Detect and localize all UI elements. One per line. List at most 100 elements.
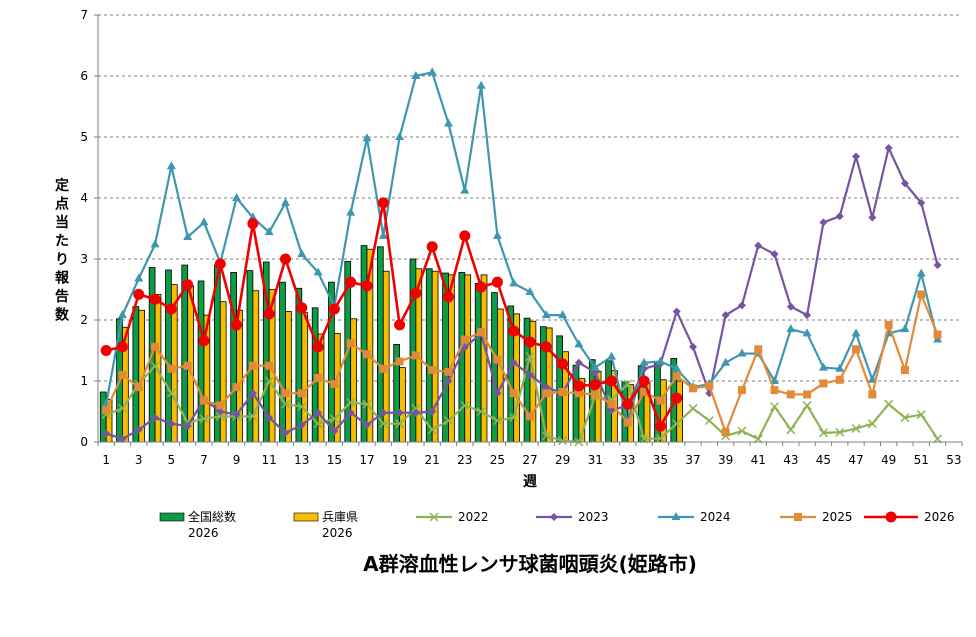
point-s2026-week-23 xyxy=(459,230,471,242)
point-s2023-week-32 xyxy=(607,406,616,415)
point-s2025-week-27 xyxy=(526,412,534,421)
point-s2025-week-50 xyxy=(900,366,909,375)
point-s2024-week-17 xyxy=(362,133,372,142)
x-tick-label: 1 xyxy=(102,453,110,467)
point-s2022-week-44 xyxy=(802,400,812,410)
y-tick-label: 5 xyxy=(80,130,88,144)
point-s2026-week-10 xyxy=(247,218,259,230)
point-s2025-week-37 xyxy=(689,384,698,393)
series-s2026 xyxy=(100,197,683,432)
y-tick-label: 1 xyxy=(80,374,88,388)
point-s2023-week-30 xyxy=(574,358,583,367)
point-s2025-week-2 xyxy=(118,370,127,379)
point-s2025-week-48 xyxy=(868,390,877,399)
point-s2022-week-37 xyxy=(688,403,698,413)
point-s2025-week-33 xyxy=(623,418,632,427)
point-s2025-week-45 xyxy=(819,379,828,388)
point-s2023-week-1 xyxy=(102,429,111,438)
point-s2023-week-25 xyxy=(493,389,502,398)
point-s2024-week-25 xyxy=(492,230,502,239)
legend: 全国総数 2026 兵庫県 2026 2022 2023 2024 2025 2026 xyxy=(159,509,955,540)
point-s2025-week-36 xyxy=(672,372,681,381)
line-s2022 xyxy=(105,355,939,444)
point-s2022-week-29 xyxy=(558,436,568,446)
point-s2025-week-13 xyxy=(297,389,306,398)
point-s2025-week-39 xyxy=(721,428,730,437)
point-s2024-week-7 xyxy=(199,217,209,226)
point-s2026-week-29 xyxy=(557,358,569,370)
series-s2022 xyxy=(101,352,943,447)
line-s2025 xyxy=(105,293,939,434)
point-s2025-week-29 xyxy=(558,387,567,396)
point-s2024-week-20 xyxy=(411,71,421,79)
point-s2022-week-18 xyxy=(378,419,388,429)
point-s2026-week-8 xyxy=(214,258,226,270)
point-s2024-week-35 xyxy=(655,356,665,365)
x-tick-label: 41 xyxy=(751,453,766,467)
point-s2023-week-44 xyxy=(803,311,812,320)
line-s2024 xyxy=(105,71,939,424)
point-s2023-week-6 xyxy=(183,422,192,431)
point-s2025-week-40 xyxy=(737,386,746,395)
point-s2022-week-16 xyxy=(346,397,356,407)
point-s2023-week-43 xyxy=(786,302,795,311)
point-s2025-week-10 xyxy=(248,361,257,370)
point-s2026-week-28 xyxy=(540,341,552,353)
point-s2025-week-6 xyxy=(183,361,192,370)
point-s2023-week-39 xyxy=(721,311,730,320)
x-tick-label: 47 xyxy=(848,453,863,467)
point-s2024-week-28 xyxy=(541,310,551,319)
point-s2026-week-22 xyxy=(442,291,454,303)
point-s2026-week-17 xyxy=(361,280,373,292)
x-tick-label: 37 xyxy=(685,453,700,467)
point-s2022-week-20 xyxy=(411,403,421,413)
point-s2022-week-8 xyxy=(215,411,225,421)
bar-hyogo-week-19 xyxy=(399,367,406,443)
point-s2025-week-34 xyxy=(640,387,649,396)
point-s2025-week-28 xyxy=(542,389,551,398)
bar-national-week-5 xyxy=(165,269,172,443)
point-s2024-week-45 xyxy=(818,362,828,371)
legend-item-s2023: 2023 xyxy=(536,510,609,524)
x-tick-label: 45 xyxy=(816,453,831,467)
point-s2025-week-5 xyxy=(167,364,176,373)
point-s2023-week-41 xyxy=(754,241,763,250)
point-s2025-week-23 xyxy=(460,335,469,344)
y-tick-label: 3 xyxy=(80,252,88,266)
bar-hyogo-week-16 xyxy=(350,318,357,443)
x-tick-label: 13 xyxy=(294,453,309,467)
point-s2024-week-22 xyxy=(443,118,453,127)
point-s2026-week-20 xyxy=(410,287,422,299)
point-s2024-week-44 xyxy=(802,328,812,337)
point-s2022-week-45 xyxy=(818,428,828,438)
point-s2024-week-27 xyxy=(525,286,535,295)
point-s2026-week-6 xyxy=(182,279,194,291)
point-s2023-week-16 xyxy=(346,408,355,417)
point-s2026-week-34 xyxy=(638,375,650,387)
point-s2023-week-42 xyxy=(770,250,779,259)
legend-marker xyxy=(671,512,681,520)
point-s2023-week-10 xyxy=(248,389,257,398)
x-tick-label: 21 xyxy=(425,453,440,467)
point-s2025-week-44 xyxy=(803,390,812,399)
point-s2025-week-3 xyxy=(134,383,143,392)
point-s2026-week-25 xyxy=(491,276,503,288)
legend-swatch xyxy=(159,512,185,522)
point-s2025-week-25 xyxy=(493,355,502,364)
point-s2022-week-35 xyxy=(655,433,665,443)
point-s2025-week-18 xyxy=(379,364,388,373)
point-s2023-week-46 xyxy=(835,212,844,221)
point-s2022-week-10 xyxy=(248,411,258,421)
point-s2026-week-18 xyxy=(377,197,389,209)
point-s2023-week-49 xyxy=(884,143,893,152)
point-s2023-week-12 xyxy=(281,428,290,437)
point-s2024-week-19 xyxy=(395,132,405,140)
point-s2025-week-9 xyxy=(232,383,241,392)
bar-hyogo-week-18 xyxy=(382,270,390,443)
point-s2022-week-11 xyxy=(264,376,274,386)
point-s2023-week-8 xyxy=(216,407,225,416)
point-s2026-week-30 xyxy=(573,380,585,392)
point-s2024-week-18 xyxy=(378,230,388,239)
point-s2025-week-8 xyxy=(216,401,225,410)
x-tick-label: 15 xyxy=(327,453,342,467)
